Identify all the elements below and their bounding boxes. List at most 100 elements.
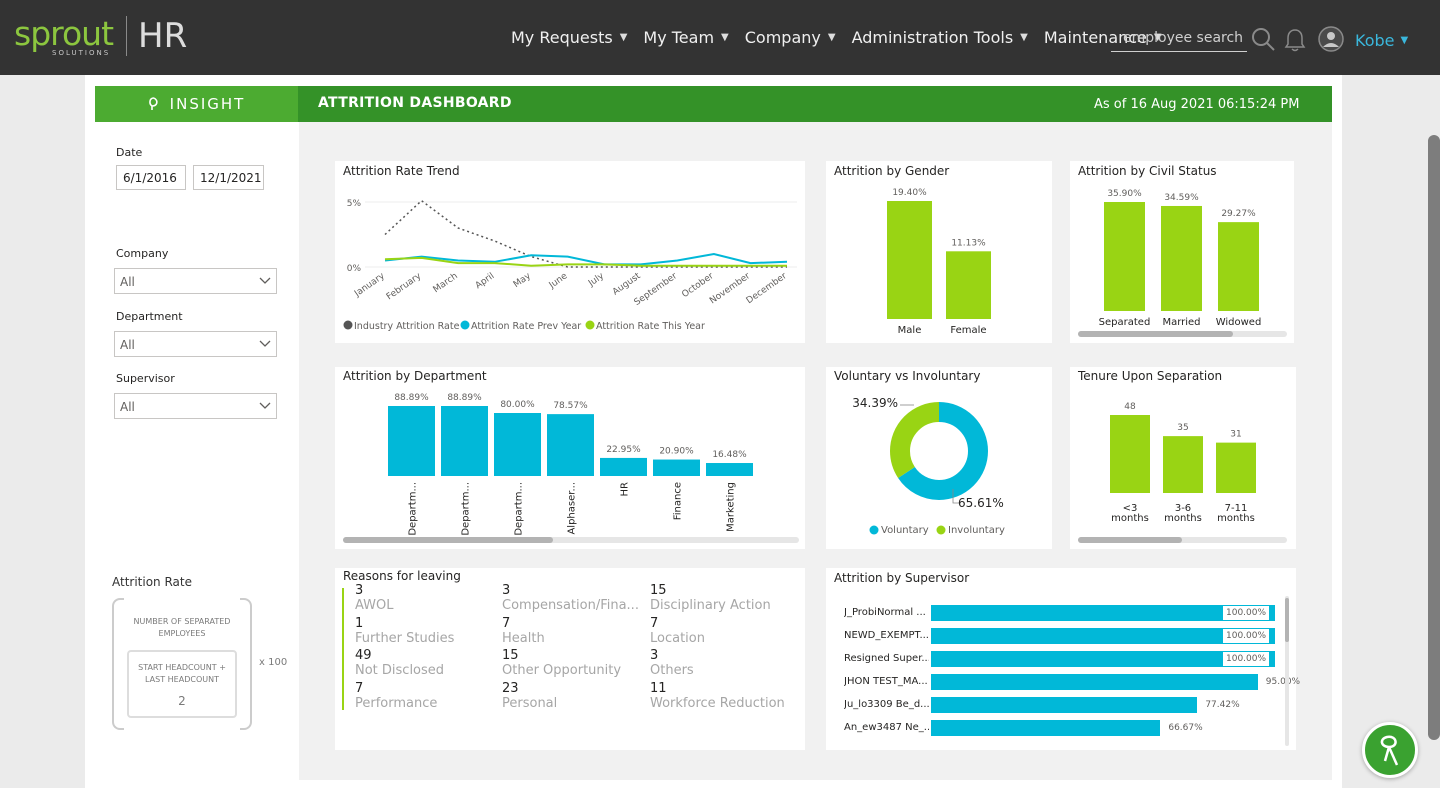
nav-administration-tools[interactable]: Administration Tools ▼ [852, 28, 1028, 47]
top-navbar: sprout SOLUTIONS HR My Requests ▼ My Team… [0, 0, 1440, 75]
legend-marker [936, 525, 946, 535]
company-select[interactable]: All [114, 268, 277, 294]
reason-item: 23 Personal [502, 682, 642, 712]
department-filter-label: Department [116, 310, 183, 323]
donut-slice-involuntary [890, 402, 988, 500]
category-label: Departm... [461, 482, 472, 536]
sprout-leaf-icon [1380, 735, 1399, 766]
x-tick-label: July [586, 271, 606, 289]
logo-hr: HR [138, 16, 188, 56]
reason-label: Not Disclosed [355, 663, 445, 678]
caret-down-icon: ▼ [721, 32, 729, 43]
department-chart[interactable]: 88.89% Departm... 88.89% Departm... 80.00% De… [335, 367, 805, 549]
data-label: 80.00% [500, 400, 535, 410]
supervisor-row[interactable]: Ju_lo3309 Be_d... 77.42% [834, 697, 1274, 713]
reasons-card: Reasons for leaving 3 AWOL 3 Compensation/F… [335, 568, 805, 750]
nav-label: My Team [643, 28, 715, 47]
supervisor-select[interactable]: All [114, 393, 277, 419]
legend-label: Involuntary [948, 525, 1005, 536]
nav-my-requests[interactable]: My Requests ▼ [511, 28, 627, 47]
legend-marker [460, 320, 470, 330]
bar [653, 459, 700, 476]
insight-tab[interactable]: INSIGHT [95, 86, 298, 122]
chart-title: Voluntary vs Involuntary [834, 369, 981, 383]
supervisor-row[interactable]: NEWD_EXEMPT... 100.00% [834, 628, 1275, 644]
nav-my-team[interactable]: My Team ▼ [643, 28, 728, 47]
chevron-down-icon [259, 340, 271, 347]
nav-company[interactable]: Company ▼ [745, 28, 836, 47]
user-menu[interactable]: Kobe ▼ [1355, 31, 1408, 50]
legend-label: Industry Attrition Rate [354, 321, 460, 332]
sprout-chat-button[interactable] [1362, 722, 1418, 778]
x-tick-label: June [547, 271, 570, 291]
category-label: Marketing [726, 482, 737, 532]
chart-title: Attrition by Supervisor [834, 571, 970, 585]
supervisor-row[interactable]: Resigned Super... 100.00% [834, 651, 1275, 667]
gender-chart[interactable]: 19.40% Male 11.13% Female [826, 161, 1052, 343]
civil-status-chart[interactable]: 35.90% Separated 34.59% Married 29.27% Widowe… [1070, 161, 1294, 343]
bar [600, 457, 647, 476]
formula-bracket-left [112, 598, 124, 730]
chevron-down-icon [259, 402, 271, 409]
reason-label: Other Opportunity [502, 663, 622, 678]
sprout-hr-logo[interactable]: sprout SOLUTIONS HR [14, 14, 194, 60]
bar [706, 463, 753, 476]
scrollbar-thumb[interactable] [1078, 331, 1233, 337]
data-label: 29.27% [1221, 209, 1256, 219]
scrollbar-thumb[interactable] [1285, 598, 1289, 642]
horizontal-scrollbar[interactable] [1078, 537, 1287, 543]
reason-count: 3 [650, 648, 659, 663]
employee-search-input[interactable] [1111, 24, 1247, 52]
y-tick-label: 5% [347, 199, 362, 209]
formula-divisor: 2 [178, 694, 186, 708]
reason-item: 49 Not Disclosed [355, 649, 495, 679]
x-tick-label: January [352, 271, 387, 300]
reason-item: 11 Workforce Reduction [650, 682, 790, 712]
category-label: Departm... [408, 482, 419, 536]
scrollbar-thumb[interactable] [1078, 537, 1182, 543]
search-icon[interactable] [1251, 27, 1275, 51]
scrollbar-thumb[interactable] [343, 537, 553, 543]
main-nav: My Requests ▼ My Team ▼ Company ▼ Administr… [511, 28, 1178, 47]
category-label: <3 [1123, 503, 1138, 514]
vertical-scrollbar[interactable] [1285, 596, 1289, 746]
attrition-rate-title: Attrition Rate [112, 575, 192, 589]
category-label: months [1111, 513, 1149, 524]
date-from-input[interactable]: 6/1/2016 [116, 165, 186, 190]
bar [388, 406, 435, 476]
supervisor-select-value: All [120, 400, 135, 414]
supervisor-row[interactable]: J_ProbiNormal ... 100.00% [834, 605, 1275, 621]
dashboard-header [95, 86, 1332, 122]
category-label: Widowed [1216, 317, 1262, 328]
legend-label: Voluntary [881, 525, 929, 536]
supervisor-row[interactable]: An_ew3487 Ne_... 66.67% [834, 720, 1274, 736]
date-to-input[interactable]: 12/1/2021 [193, 165, 264, 190]
reason-item: 7 Performance [355, 682, 495, 712]
category-label: Alphaser... [567, 482, 578, 535]
data-label: 66.67% [1168, 723, 1203, 733]
voluntary-donut-chart[interactable]: 34.39% 65.61% Voluntary Involuntary [826, 367, 1052, 549]
reason-item: 3 Others [650, 649, 790, 679]
data-label: 31 [1230, 430, 1241, 440]
reason-count: 7 [650, 616, 659, 631]
reason-item: 7 Location [650, 617, 790, 647]
nav-label: My Requests [511, 28, 613, 47]
chevron-down-icon [259, 277, 271, 284]
bar [494, 413, 541, 476]
page-scrollbar[interactable] [1428, 135, 1440, 740]
avatar[interactable] [1318, 26, 1344, 52]
chart-title: Attrition by Department [343, 369, 487, 383]
supervisor-row[interactable]: JHON TEST_MA... 95.00% [834, 674, 1300, 690]
horizontal-scrollbar[interactable] [343, 537, 799, 543]
bar [931, 720, 1161, 736]
bar [931, 674, 1258, 690]
caret-down-icon: ▼ [619, 32, 628, 43]
bell-icon[interactable] [1284, 28, 1306, 52]
department-select[interactable]: All [114, 331, 277, 357]
caret-down-icon: ▼ [827, 32, 836, 43]
reason-count: 7 [355, 681, 364, 696]
reason-item: 15 Disciplinary Action [650, 584, 790, 614]
supervisor-card: Attrition by Supervisor J_ProbiNormal ..… [826, 568, 1300, 750]
